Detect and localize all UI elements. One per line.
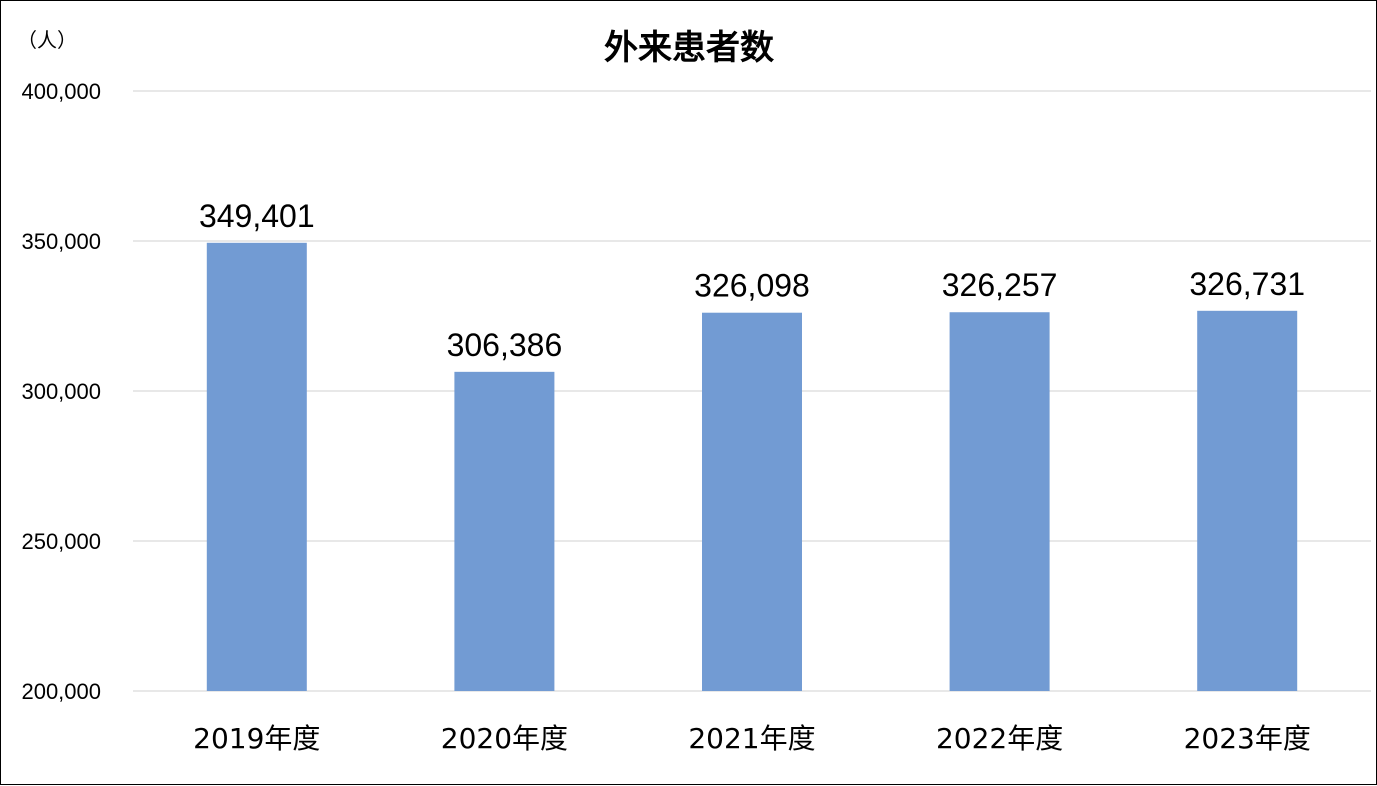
y-tick-label: 400,000 [21, 79, 101, 104]
y-tick-label: 200,000 [21, 679, 101, 704]
x-tick-label: 2023年度 [1184, 722, 1311, 755]
bar [206, 242, 307, 691]
bar [1197, 310, 1298, 691]
bar [454, 371, 555, 691]
data-label: 326,098 [694, 268, 810, 304]
data-label: 326,257 [942, 267, 1058, 303]
data-labels: 349,401 306,386 326,098 326,257 326,731 [199, 198, 1305, 363]
bar [949, 312, 1050, 691]
y-tick-label: 250,000 [21, 529, 101, 554]
y-axis-unit-label: （人） [17, 28, 77, 52]
data-label: 326,731 [1189, 266, 1305, 302]
x-tick-label: 2022年度 [936, 722, 1063, 755]
chart-title: 外来患者数 [604, 28, 774, 68]
x-tick-label: 2019年度 [193, 722, 320, 755]
x-tick-label: 2021年度 [688, 722, 815, 755]
y-axis-ticks: 200,000 250,000 300,000 350,000 400,000 [21, 79, 101, 704]
data-label: 306,386 [447, 327, 563, 363]
data-label: 349,401 [199, 198, 315, 234]
x-axis-ticks: 2019年度 2020年度 2021年度 2022年度 2023年度 [193, 722, 1311, 755]
y-tick-label: 300,000 [21, 379, 101, 404]
x-tick-label: 2020年度 [441, 722, 568, 755]
bars [206, 242, 1298, 691]
bar [702, 312, 802, 691]
y-tick-label: 350,000 [21, 229, 101, 254]
